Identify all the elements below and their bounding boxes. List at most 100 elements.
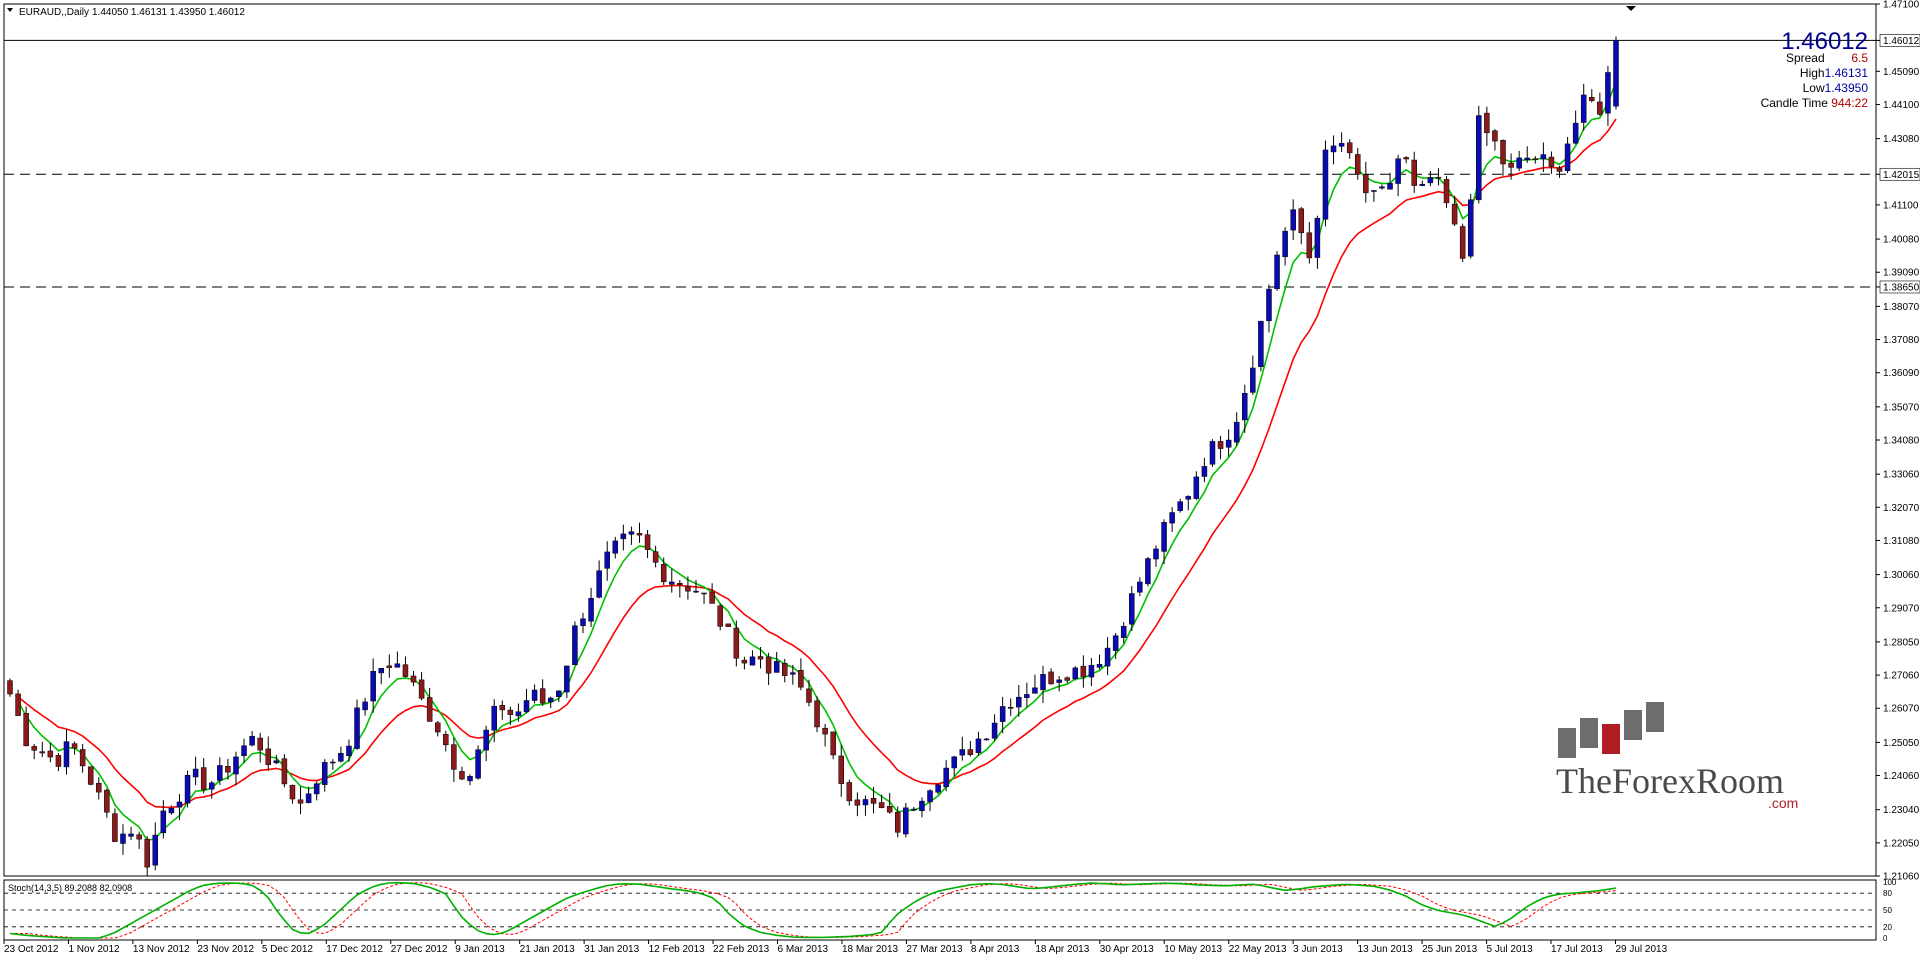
x-tick-label: 22 Feb 2013: [713, 944, 770, 955]
candle-body: [1371, 190, 1377, 192]
candle-body: [983, 738, 990, 741]
candle-body: [402, 664, 409, 677]
x-tick-label: 29 Jul 2013: [1615, 944, 1667, 955]
candle-body: [249, 735, 255, 746]
candle-body: [588, 598, 594, 622]
candle-body: [71, 743, 78, 749]
candle-body: [1233, 421, 1240, 443]
candle-body: [434, 722, 441, 733]
candle-body: [782, 662, 788, 676]
candlesticks: [7, 36, 1619, 876]
candle-body: [47, 750, 54, 758]
candle-body: [63, 741, 70, 768]
site-logo: TheForexRoom .com: [1556, 702, 1798, 811]
candle-body: [894, 812, 901, 833]
candle-body: [152, 834, 159, 866]
candle-body: [628, 531, 635, 535]
candle-time-row: Candle Time 944:22: [1628, 96, 1868, 110]
price-axis: 1.47100 1.46012 1.45090 1.44100 1.43080 1.420…: [1876, 0, 1920, 883]
logo-suffix: .com: [1768, 795, 1798, 811]
candle-body: [87, 766, 94, 785]
candle-body: [1363, 174, 1369, 194]
y-tick-label: 1.21060: [1883, 872, 1920, 883]
x-tick-label: 8 Apr 2013: [971, 944, 1020, 955]
candle-body: [870, 797, 877, 804]
candle-body: [1282, 230, 1288, 258]
x-tick-label: 18 Apr 2013: [1035, 944, 1089, 955]
y-tick-label: 1.38650: [1883, 282, 1920, 293]
dropdown-triangle-icon[interactable]: [7, 8, 13, 12]
candle-body: [822, 727, 828, 735]
candle-body: [911, 808, 917, 811]
candle-body: [701, 592, 707, 595]
candle-body: [305, 793, 312, 803]
x-tick-label: 17 Dec 2012: [326, 944, 383, 955]
candle-body: [1193, 476, 1200, 499]
candle-body: [1459, 226, 1466, 259]
candle-body: [644, 534, 651, 550]
y-tick-label: 1.25050: [1883, 738, 1920, 749]
candle-body: [491, 705, 497, 731]
candle-body: [604, 551, 610, 569]
y-tick-label: 1.22050: [1883, 838, 1920, 849]
x-tick-label: 21 Jan 2013: [520, 944, 575, 955]
logo-bar-4: [1624, 710, 1642, 740]
candle-body: [209, 782, 215, 790]
candle-body: [943, 767, 949, 788]
candle-body: [79, 749, 86, 767]
candle-body: [652, 551, 659, 563]
candle-body: [798, 670, 804, 688]
candle-body: [717, 605, 723, 627]
candle-body: [733, 627, 740, 659]
candle-body: [1314, 217, 1321, 258]
y-tick-label: 1.23040: [1883, 805, 1920, 816]
stoch-main-line: [9, 881, 1617, 939]
candle-time-label: Candle Time: [1760, 96, 1828, 110]
y-tick-label: 1.29070: [1883, 603, 1920, 614]
candle-body: [1589, 97, 1595, 101]
candle-body: [459, 771, 465, 780]
candle-body: [410, 675, 417, 683]
candle-body: [168, 808, 175, 814]
time-axis: 23 Oct 2012 1 Nov 2012 13 Nov 2012 23 Nov 2…: [3, 940, 1668, 955]
candle-body: [160, 810, 167, 834]
x-tick-label: 9 Jan 2013: [455, 944, 505, 955]
candle-body: [346, 745, 352, 756]
candle-body: [1524, 157, 1530, 161]
candle-body: [338, 752, 344, 762]
candle-body: [418, 679, 425, 699]
high-value: 1.46131: [1824, 66, 1868, 80]
y-tick-label: 1.46012: [1883, 36, 1920, 47]
candle-body: [1597, 101, 1603, 115]
candle-body: [709, 591, 715, 604]
candle-body: [1217, 441, 1224, 449]
logo-bar-2: [1580, 718, 1598, 748]
candle-body: [1427, 177, 1434, 184]
candle-body: [677, 582, 683, 586]
candle-body: [878, 802, 885, 808]
candle-body: [1153, 548, 1159, 560]
candle-body: [1556, 167, 1563, 172]
candle-body: [394, 663, 401, 668]
candle-body: [967, 749, 974, 755]
candle-body: [265, 748, 272, 765]
candle-body: [757, 656, 764, 660]
y-tick-label: 1.27060: [1883, 671, 1920, 682]
logo-bar-1: [1558, 728, 1576, 758]
candle-body: [991, 722, 998, 739]
stoch-tick-label: 100: [1883, 878, 1897, 887]
candle-time-value: 944:22: [1831, 96, 1868, 110]
candle-body: [330, 761, 336, 764]
x-tick-label: 27 Dec 2012: [391, 944, 448, 955]
low-row: Low1.43950: [1668, 81, 1868, 95]
y-level-tag: [1879, 280, 1920, 294]
candle-body: [693, 590, 699, 593]
candle-body: [1016, 696, 1022, 708]
candle-body: [289, 784, 296, 800]
x-tick-label: 18 Mar 2013: [842, 944, 899, 955]
candle-body: [523, 700, 530, 713]
candle-body: [1572, 122, 1579, 144]
candle-body: [1508, 162, 1514, 168]
candle-body: [951, 756, 957, 769]
